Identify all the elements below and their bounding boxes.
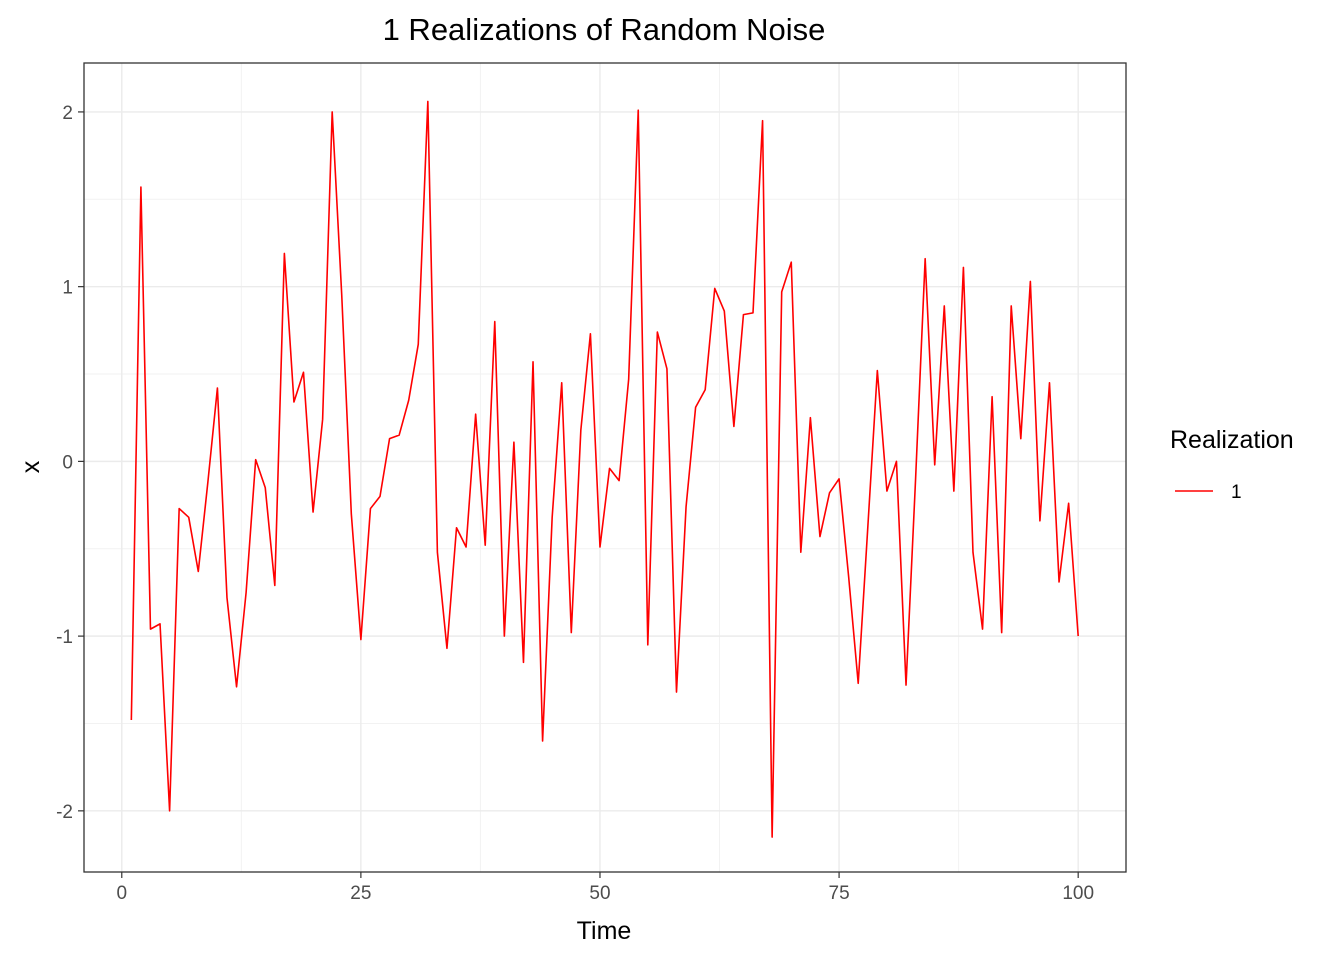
grid-minor (84, 63, 1126, 872)
plot-panel-border (83, 62, 1127, 873)
legend-label: 1 (1231, 482, 1242, 503)
y-tick-label: 2 (62, 103, 73, 124)
series-layer (130, 100, 1079, 838)
x-tick-label: 75 (829, 883, 850, 904)
y-axis-title: x (17, 460, 45, 473)
x-tick-label: 0 (116, 883, 127, 904)
y-tick-label: -1 (56, 627, 73, 648)
x-tick-label: 25 (350, 883, 371, 904)
x-axis-title: Time (577, 917, 632, 945)
y-tick-label: 1 (62, 278, 73, 299)
legend: Realization 1 (1170, 426, 1294, 503)
grid-major (84, 63, 1126, 872)
series-line (130, 100, 1079, 838)
y-tick-label: -2 (56, 802, 73, 823)
chart-title: 1 Realizations of Random Noise (383, 12, 826, 47)
x-axis: 0 25 50 75 100 (116, 872, 1094, 904)
x-tick-label: 100 (1062, 883, 1094, 904)
x-tick-label: 50 (589, 883, 610, 904)
y-axis: -2 -1 0 1 2 (56, 103, 84, 823)
y-tick-label: 0 (62, 452, 73, 473)
legend-title: Realization (1170, 426, 1294, 454)
